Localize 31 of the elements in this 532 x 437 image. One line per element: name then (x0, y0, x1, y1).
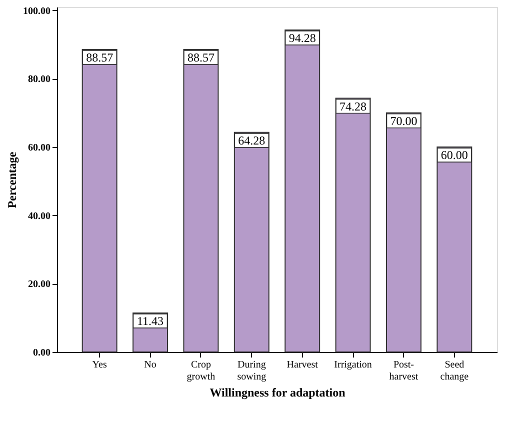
bar (335, 98, 371, 352)
y-tick-label: 0.00 (33, 348, 50, 358)
bar (183, 48, 219, 352)
data-label: 94.28 (288, 30, 316, 45)
x-tick-label: No (144, 360, 156, 370)
data-label: 88.57 (187, 50, 214, 64)
bar (386, 112, 422, 352)
bar (234, 132, 270, 352)
x-tick-label: Post-harvest (389, 360, 418, 382)
data-label: 88.57 (86, 50, 114, 64)
y-tick-label: 40.00 (28, 210, 50, 222)
x-tick-label: Harvest (286, 360, 318, 370)
y-tick-label: 80.00 (28, 74, 50, 86)
y-tick-label: 100.00 (23, 6, 50, 17)
bar (436, 146, 472, 352)
x-tick-label: Irrigation (334, 360, 372, 370)
y-tick-label: 20.00 (28, 279, 50, 290)
x-tick-label: Crop growth (186, 360, 216, 382)
data-label: 70.00 (390, 114, 418, 128)
data-label: 64.28 (238, 133, 266, 148)
data-label: 11.43 (136, 314, 164, 328)
x-tick-label: Yes (92, 360, 107, 370)
bar (284, 29, 320, 352)
x-axis-title: Willingness for adaptation (210, 386, 346, 400)
x-tick-label: During sowing (237, 360, 266, 382)
bar (82, 48, 118, 352)
x-tick-label: Seed change (440, 360, 470, 382)
data-label: 60.00 (440, 148, 468, 162)
y-tick-label: 60.00 (28, 142, 50, 154)
y-axis-title: Percentage (5, 151, 19, 208)
data-label: 74.28 (340, 99, 367, 114)
